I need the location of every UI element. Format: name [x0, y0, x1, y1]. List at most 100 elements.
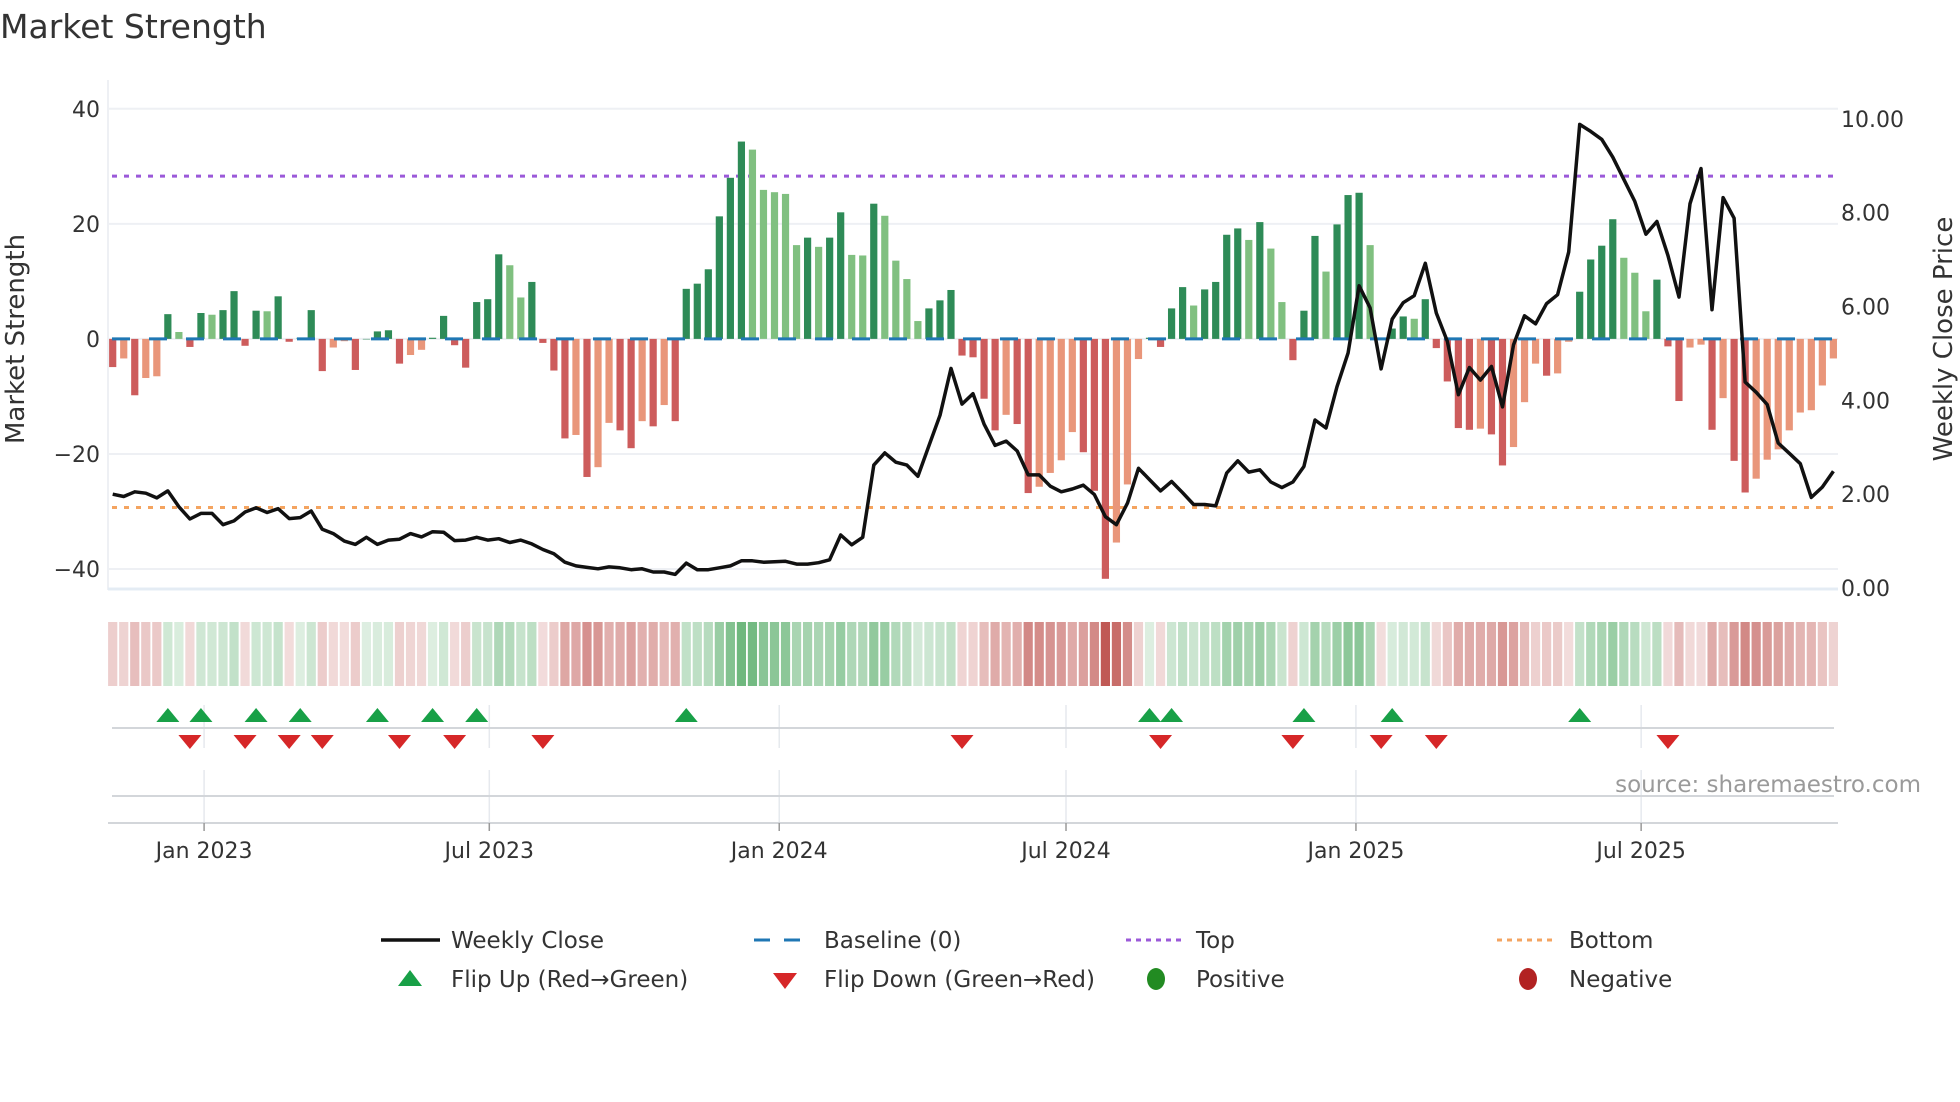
negative-bar: [561, 338, 569, 439]
heat-cell: [1795, 622, 1805, 686]
positive-bar: [1388, 328, 1396, 339]
heat-cell: [472, 622, 482, 686]
negative-bar: [660, 338, 668, 406]
positive-bar: [1598, 245, 1606, 339]
negative-bar: [1829, 338, 1837, 359]
flip-up-marker: [1292, 708, 1316, 722]
heat-cell: [1343, 622, 1353, 686]
negative-bar: [1443, 338, 1451, 382]
positive-bar: [1223, 234, 1231, 339]
heat-cell: [1663, 622, 1673, 686]
negative-bar: [1708, 338, 1716, 430]
x-axis: Jan 2023 Jul 2023 Jan 2024 Jul 2024 Jan 2025…: [108, 822, 1838, 864]
heat-cell: [284, 622, 294, 686]
heat-cell: [869, 622, 879, 686]
left-tick-label: 20: [72, 213, 100, 238]
heat-cell: [1773, 622, 1783, 686]
heat-cell: [1475, 622, 1486, 686]
flip-up-marker: [156, 708, 180, 722]
positive-bar: [848, 254, 856, 339]
heat-cell: [152, 622, 162, 686]
positive-bar: [1300, 310, 1308, 339]
legend-item-flip-up: Flip Up (Red→Green): [398, 967, 688, 993]
triangle-up-icon: [398, 970, 422, 986]
legend-label: Weekly Close: [451, 928, 604, 954]
positive-bar: [815, 246, 823, 339]
positive-bar: [528, 281, 536, 339]
positive-bar: [748, 149, 757, 339]
heat-cell: [1200, 622, 1210, 686]
x-tick-label: Jul 2025: [1594, 839, 1686, 864]
negative-bar: [1664, 338, 1672, 347]
negative-bar: [1476, 338, 1485, 429]
heat-cell: [935, 622, 945, 686]
legend-label: Flip Down (Green→Red): [824, 967, 1095, 993]
x-tick-label: Jul 2023: [443, 839, 535, 864]
x-tick-label: Jan 2023: [154, 839, 253, 864]
heat-cell: [163, 622, 173, 686]
legend-item-weekly-close: Weekly Close: [381, 928, 604, 954]
source-text: source: sharemaestro.com: [1615, 772, 1921, 798]
flip-up-marker: [1380, 708, 1404, 722]
positive-bar: [440, 315, 448, 339]
positive-bar: [1609, 219, 1617, 339]
legend-item-negative: Negative: [1519, 967, 1672, 993]
heat-cell: [1784, 622, 1794, 686]
negative-bar: [451, 338, 459, 346]
left-tick-label: −40: [54, 558, 100, 583]
negative-bar: [1013, 338, 1021, 425]
negative-bar: [351, 338, 359, 370]
positive-bar: [914, 321, 922, 339]
legend-item-top: Top: [1126, 928, 1235, 954]
positive-bar: [1190, 305, 1198, 339]
heat-cell: [394, 622, 405, 686]
flip-down-marker: [277, 735, 301, 749]
flip-up-marker: [421, 708, 445, 722]
heat-cell: [1387, 622, 1397, 686]
x-tick-label: Jan 2025: [1305, 839, 1404, 864]
positive-bar: [506, 265, 514, 339]
heat-cell: [1420, 622, 1430, 686]
positive-bar: [230, 291, 238, 339]
heat-cell: [1122, 622, 1133, 686]
heat-cell: [1586, 622, 1596, 686]
heat-cell: [383, 622, 394, 686]
heat-cell: [681, 622, 691, 686]
heat-cell: [218, 622, 228, 686]
negative-bar: [1090, 338, 1098, 491]
left-tick-label: −20: [54, 443, 100, 468]
negative-bar: [1774, 338, 1782, 450]
heat-cell: [802, 622, 813, 686]
positive-bar: [484, 299, 492, 339]
negative-bar: [1156, 338, 1165, 347]
negative-bar: [1046, 338, 1054, 473]
heat-cell: [1542, 622, 1552, 686]
negative-bar: [583, 338, 591, 477]
strength-bars: [109, 141, 1837, 579]
negative-bar: [605, 338, 613, 423]
heat-cell: [714, 622, 724, 686]
heat-cell: [880, 622, 890, 686]
heat-cell: [604, 622, 614, 686]
heat-cell: [1155, 622, 1166, 686]
left-tick-label: 40: [72, 98, 100, 123]
negative-bar: [329, 338, 337, 348]
heat-cell: [1685, 622, 1695, 686]
flip-down-marker: [531, 735, 555, 749]
positive-bar: [1631, 272, 1639, 339]
legend-item-flip-down: Flip Down (Green→Red): [773, 967, 1095, 993]
negative-bar: [1487, 338, 1496, 435]
heat-cell: [1189, 622, 1199, 686]
heat-cell: [306, 622, 316, 686]
legend-item-bottom: Bottom: [1497, 928, 1653, 954]
heat-cell: [1166, 622, 1177, 686]
heat-cell: [979, 622, 989, 686]
heat-cell: [1806, 622, 1816, 686]
flip-down-marker: [1369, 735, 1393, 749]
left-tick-label: 0: [86, 328, 100, 353]
heat-cell: [1817, 622, 1827, 686]
flip-down-marker: [950, 735, 974, 749]
heat-cell: [582, 622, 592, 686]
heat-cell: [593, 622, 603, 686]
positive-bar: [826, 237, 834, 339]
